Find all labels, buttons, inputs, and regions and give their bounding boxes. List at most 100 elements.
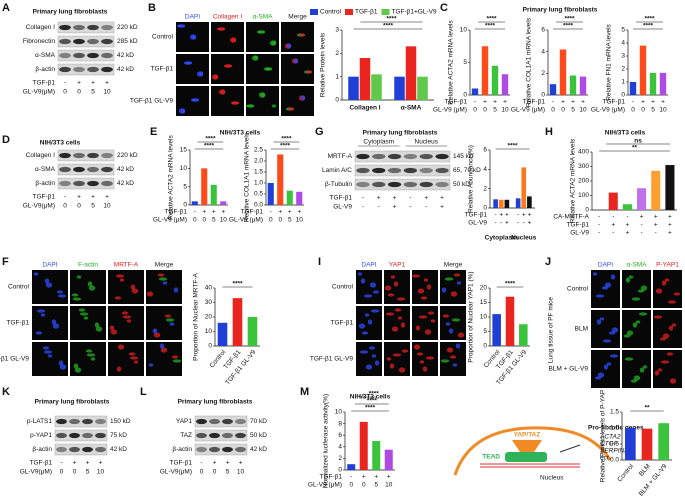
cell-signal — [400, 322, 406, 328]
bar — [371, 74, 382, 100]
condition-value: 0 — [631, 107, 635, 114]
cell-signal — [427, 311, 435, 315]
blot-band — [387, 181, 402, 188]
condition-value: - — [626, 214, 628, 221]
blot-band — [101, 66, 113, 73]
cell-signal — [192, 98, 200, 102]
cell-signal — [79, 312, 89, 316]
bar — [481, 46, 489, 95]
cell-signal — [444, 277, 454, 281]
condition-value: + — [654, 214, 658, 221]
condition-value: + — [374, 474, 378, 481]
y-axis-label: Relative Protein levels of P-YAP — [600, 390, 607, 482]
blot-band — [356, 153, 370, 160]
cell-signal — [609, 354, 619, 358]
condition-value: 0 — [483, 107, 487, 114]
bar — [658, 423, 669, 460]
cell-signal — [606, 362, 612, 366]
cell-signal — [596, 319, 602, 325]
cell-signal — [44, 278, 50, 284]
bar — [639, 45, 647, 95]
blot-band — [435, 167, 449, 174]
condition-value: + — [503, 99, 507, 106]
condition-value: + — [611, 222, 615, 229]
cell-signal — [300, 95, 306, 101]
bar — [498, 199, 504, 208]
cell-signal — [126, 319, 132, 323]
condition-value: + — [440, 195, 444, 202]
condition-value: + — [668, 214, 672, 221]
condition-value: - — [612, 214, 614, 221]
condition-label: TGF-β1 — [240, 209, 263, 216]
cell-signal — [602, 339, 612, 343]
cell-signal — [372, 290, 380, 294]
bar — [220, 201, 227, 205]
condition-value: - — [474, 99, 476, 106]
cell-signal — [623, 334, 631, 338]
condition-value: + — [654, 222, 658, 229]
bar — [359, 421, 368, 470]
blot-band — [235, 432, 246, 439]
legend-swatch — [310, 9, 318, 15]
bar — [247, 317, 258, 346]
y-tick-label: 0 — [483, 343, 487, 350]
cell-signal — [361, 331, 369, 335]
cell-signal — [133, 360, 139, 364]
cell-signal — [603, 364, 609, 370]
cell-signal — [389, 363, 395, 369]
cell-signal — [599, 317, 605, 321]
cell-signal — [415, 325, 421, 331]
y-tick-label: 6 — [541, 27, 545, 34]
cell-signal — [452, 363, 458, 367]
condition-value: + — [362, 474, 366, 481]
cell-signal — [631, 297, 641, 301]
cell-signal — [86, 353, 96, 357]
band-size: 65, 70 kD — [453, 167, 481, 174]
bar — [505, 296, 515, 346]
row-label: TGF-β1 GL-V9 — [310, 356, 353, 363]
condition-value: 0 — [73, 469, 77, 476]
blot-strip — [354, 178, 451, 191]
significance-label: **** — [280, 143, 291, 150]
cell-signal — [635, 320, 641, 324]
micrograph — [246, 86, 279, 116]
cell-signal — [88, 285, 96, 291]
blot-band — [73, 52, 85, 59]
nuclear-envelope — [453, 426, 612, 476]
cell-signal — [370, 309, 380, 313]
cell-signal — [129, 356, 139, 360]
cell-signal — [417, 288, 425, 294]
panel-letter: D — [2, 134, 10, 146]
condition-value: + — [661, 99, 665, 106]
condition-label: TGF-β1 — [566, 222, 589, 229]
y-tick-label: 1.0 — [610, 425, 619, 432]
blot-band — [87, 66, 99, 73]
y-axis-label: Relative FN1 mRNA levels — [606, 23, 613, 100]
blot-band — [59, 38, 71, 45]
bar — [559, 49, 567, 95]
band-name: Collagen I — [26, 152, 55, 159]
condition-value: - — [517, 212, 519, 219]
blot-band — [101, 180, 113, 187]
cell-signal — [45, 282, 53, 288]
micrograph — [146, 342, 182, 376]
significance-label: **** — [205, 136, 216, 143]
bar — [629, 82, 637, 95]
bar — [394, 76, 405, 100]
blot-band — [372, 167, 386, 174]
cell-signal — [393, 281, 399, 287]
row-label: Control — [152, 34, 174, 41]
y-tick-label: 4 — [621, 40, 625, 47]
micrograph — [32, 342, 68, 376]
channel-label: F-actin — [78, 262, 98, 269]
cell-signal — [231, 37, 237, 43]
cell-signal — [115, 274, 125, 278]
cell-signal — [368, 346, 376, 350]
blot-band — [403, 153, 418, 160]
condition-value: - — [495, 220, 497, 227]
cell-signal — [661, 280, 667, 286]
blot-strip — [57, 35, 115, 48]
cell-signal — [398, 367, 406, 373]
cell-signal — [157, 273, 165, 277]
cell-signal — [371, 354, 377, 358]
